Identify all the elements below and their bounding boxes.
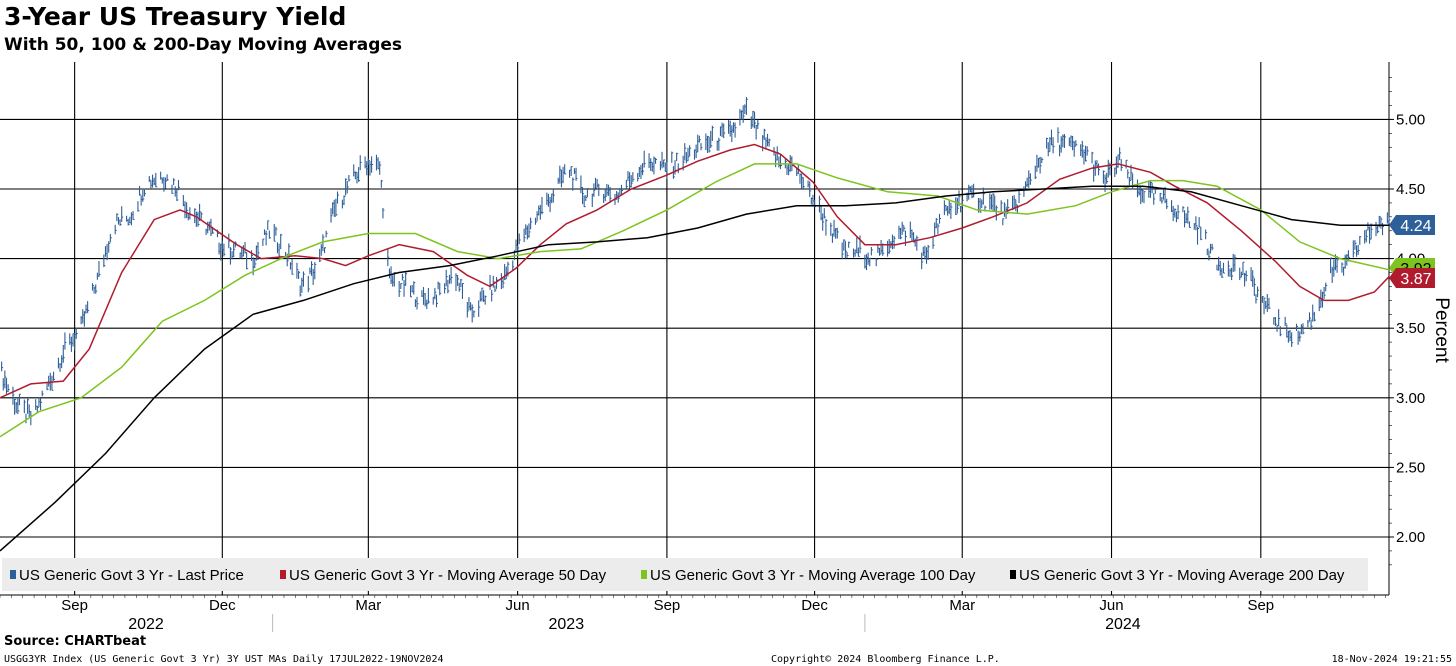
y-tick-label: 4.50 [1396, 181, 1425, 198]
legend-swatch-ma100 [641, 570, 647, 579]
year-label: 2024 [1105, 616, 1141, 633]
chart-title: 3-Year US Treasury Yield [4, 2, 347, 31]
last-value-tag-text: 3.87 [1400, 271, 1431, 288]
legend-swatch-ma50 [280, 570, 286, 579]
y-axis-title: Percent [1431, 297, 1452, 363]
x-tick-label: Dec [801, 597, 828, 614]
footer-left: USGG3YR Index (US Generic Govt 3 Yr) 3Y … [4, 654, 444, 665]
x-tick-label: Sep [61, 597, 88, 614]
legend-label-ma50: US Generic Govt 3 Yr - Moving Average 50… [289, 567, 607, 584]
footer-timestamp: 18-Nov-2024 19:21:55 [1331, 654, 1452, 665]
ma50-line [0, 143, 1390, 399]
legend-background [2, 558, 1368, 591]
last-value-tag-ma50: 3.87 [1389, 268, 1435, 288]
last-value-tag-price: 4.24 [1389, 215, 1435, 235]
x-tick-label: Mar [949, 597, 975, 614]
x-tick-label: Mar [355, 597, 381, 614]
ma100-line [0, 163, 1390, 438]
chart-subtitle: With 50, 100 & 200-Day Moving Averages [4, 35, 403, 55]
year-label: 2022 [128, 616, 164, 633]
y-tick-label: 3.00 [1396, 390, 1425, 407]
series-layer [0, 97, 1391, 552]
legend-swatch-price [10, 570, 16, 579]
y-tick-label: 2.50 [1396, 459, 1425, 476]
gridlines [0, 62, 1389, 595]
x-tick-label: Jun [506, 597, 530, 614]
last-value-tag-shape [1389, 215, 1435, 235]
x-tick-label: Jun [1099, 597, 1123, 614]
x-tick-label: Dec [209, 597, 236, 614]
x-tick-label: Sep [1247, 597, 1274, 614]
y-axis: 2.002.503.003.504.004.505.00 [1388, 62, 1425, 595]
legend-label-ma100: US Generic Govt 3 Yr - Moving Average 10… [650, 567, 976, 584]
y-tick-label: 5.00 [1396, 111, 1425, 128]
ma200-line [0, 185, 1389, 552]
footer-copyright: Copyright© 2024 Bloomberg Finance L.P. [771, 654, 1000, 665]
x-tick-label: Sep [654, 597, 681, 614]
legend-label-price: US Generic Govt 3 Yr - Last Price [19, 567, 244, 584]
source-note: Source: CHARTbeat [4, 634, 147, 649]
y-tick-label: 3.50 [1396, 320, 1425, 337]
x-axis: Sep Dec Mar Jun Sep Dec Mar Jun Sep 2022 2023 2024 [0, 594, 1389, 633]
legend-label-ma200: US Generic Govt 3 Yr - Moving Average 20… [1019, 567, 1345, 584]
legend-swatch-ma200 [1010, 570, 1016, 579]
year-label: 2023 [549, 616, 585, 633]
legend: US Generic Govt 3 Yr - Last Price US Gene… [2, 558, 1368, 591]
last-value-tag-shape [1389, 268, 1435, 288]
last-value-tag-text: 4.24 [1400, 218, 1431, 235]
last-value-labels: 3.924.243.87 [1389, 215, 1435, 288]
y-tick-label: 2.00 [1396, 529, 1425, 546]
price-bars [1, 97, 1391, 426]
